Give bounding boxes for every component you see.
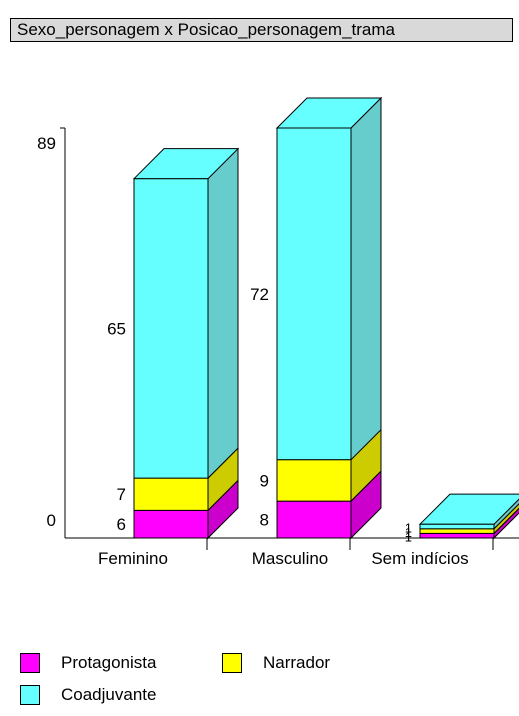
bar-segment-coadjuvante	[132, 147, 240, 480]
legend-swatch-narrador	[222, 653, 242, 673]
legend-label-coadjuvante: Coadjuvante	[61, 685, 157, 704]
chart-legend: Protagonista Narrador Coadjuvante	[20, 652, 500, 712]
bar-segment-protagonista	[133, 479, 239, 540]
bar-segment-coadjuvante	[418, 493, 519, 530]
y-tick-label-min: 0	[47, 511, 56, 530]
legend-label-protagonista: Protagonista	[61, 653, 157, 672]
bar-segment-coadjuvante	[275, 96, 383, 461]
x-tick-label: Feminino	[98, 549, 168, 568]
bar-segment-protagonista	[276, 469, 382, 540]
chart-data-labels: 6 7 65 8 9 72 111	[107, 285, 412, 545]
x-tick-label: Sem indícios	[371, 549, 468, 568]
x-tick-label: Masculino	[252, 549, 329, 568]
chart-bars	[132, 96, 519, 540]
bar-segment-narrador	[276, 428, 382, 503]
data-label-protagonista: 1	[405, 530, 412, 545]
legend-swatch-coadjuvante	[20, 685, 40, 705]
data-label-coadjuvante: 72	[250, 285, 269, 304]
y-tick-label-max: 89	[37, 134, 56, 153]
data-label-narrador: 9	[260, 471, 269, 490]
data-label-protagonista: 8	[260, 511, 269, 530]
bar-segment-narrador	[133, 446, 239, 512]
chart-title: Sexo_personagem x Posicao_personagem_tra…	[10, 18, 513, 42]
legend-swatch-protagonista	[20, 653, 40, 673]
data-label-narrador: 1	[405, 525, 412, 540]
data-label-coadjuvante: 65	[107, 319, 126, 338]
legend-label-narrador: Narrador	[263, 653, 331, 672]
data-label-protagonista: 6	[117, 515, 126, 534]
data-label-coadjuvante: 1	[405, 520, 412, 535]
data-label-narrador: 7	[117, 485, 126, 504]
